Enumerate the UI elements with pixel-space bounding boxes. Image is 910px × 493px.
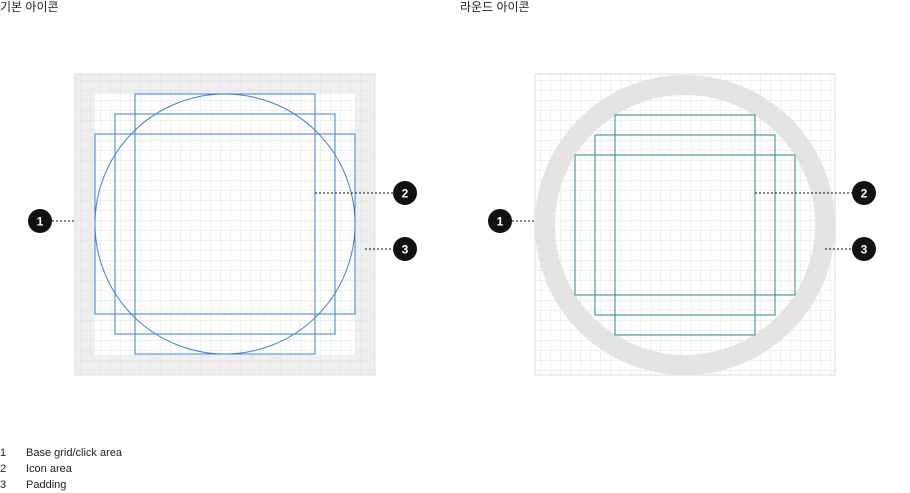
legend-label: Base grid/click area bbox=[26, 447, 122, 459]
callout-badge-2 bbox=[852, 181, 876, 205]
round-keyline-landscape bbox=[574, 154, 796, 296]
basic-keyline-circle bbox=[94, 93, 356, 355]
callout-badge-1 bbox=[28, 209, 52, 233]
callout-badge-2 bbox=[393, 181, 417, 205]
legend-item: 2 Icon area bbox=[0, 461, 122, 477]
round-callouts: 1 2 3 bbox=[488, 181, 876, 261]
round-keyline-square bbox=[594, 134, 776, 316]
round-keylines bbox=[574, 114, 796, 336]
callout-number-1: 1 bbox=[497, 215, 504, 229]
callout-badge-3 bbox=[393, 237, 417, 261]
basic-icon-diagram bbox=[74, 73, 376, 376]
basic-keyline-square bbox=[114, 113, 336, 335]
round-icon-diagram bbox=[534, 73, 836, 376]
callout-badge-3 bbox=[852, 237, 876, 261]
round-keyline-portrait bbox=[614, 114, 756, 336]
callout-number-3: 3 bbox=[861, 243, 868, 257]
legend-number: 3 bbox=[0, 479, 7, 491]
basic-callouts: 1 2 3 bbox=[28, 181, 417, 261]
legend-item: 3 Padding bbox=[0, 477, 122, 493]
basic-keylines bbox=[94, 93, 356, 355]
callout-number-2: 2 bbox=[402, 187, 409, 201]
legend: 1 Base grid/click area 2 Icon area 3 Pad… bbox=[0, 445, 122, 493]
callout-badge-1 bbox=[488, 209, 512, 233]
round-icon-title: 라운드 아이콘 bbox=[460, 0, 530, 14]
legend-number: 2 bbox=[0, 463, 7, 475]
callout-number-1: 1 bbox=[37, 215, 44, 229]
callout-number-3: 3 bbox=[402, 243, 409, 257]
callout-number-2: 2 bbox=[861, 187, 868, 201]
legend-number: 1 bbox=[0, 447, 7, 459]
basic-base-grid bbox=[74, 73, 376, 376]
basic-icon-title: 기본 아이콘 bbox=[0, 0, 59, 14]
legend-item: 1 Base grid/click area bbox=[0, 445, 122, 461]
legend-label: Padding bbox=[26, 479, 67, 491]
legend-label: Icon area bbox=[26, 463, 72, 475]
icon-grid-diagram: 1 2 3 1 2 3 bbox=[28, 73, 876, 376]
round-base-grid bbox=[534, 73, 836, 376]
